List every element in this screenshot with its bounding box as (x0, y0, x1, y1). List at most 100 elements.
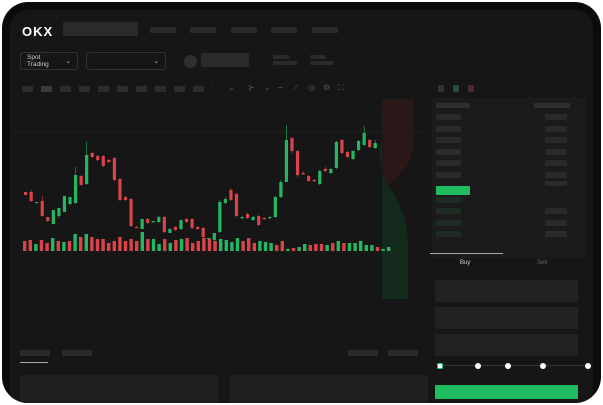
orderbook-both-icon[interactable] (438, 85, 444, 92)
volume-bar (347, 243, 352, 251)
timeframe-button[interactable] (155, 86, 166, 92)
percent-slider-track[interactable] (440, 365, 588, 366)
volume-bar (112, 241, 116, 251)
timeframe-button[interactable] (174, 86, 185, 92)
tab-sell[interactable]: Sell (537, 260, 548, 266)
candle (318, 171, 322, 184)
tab-open-orders[interactable] (20, 350, 50, 356)
bid-price (436, 231, 461, 237)
volume-bar (359, 241, 363, 251)
candle (262, 218, 266, 220)
orderbook-bids-icon[interactable] (453, 85, 459, 92)
timeframe-button[interactable] (41, 86, 52, 92)
nav-item[interactable] (190, 27, 216, 33)
volume-bar (375, 247, 380, 251)
timeframe-button[interactable] (98, 86, 109, 92)
pair-selector[interactable]: ⌄ (86, 52, 166, 70)
timeframe-button[interactable] (136, 86, 147, 92)
draw-line-icon[interactable]: ∼ (277, 83, 284, 92)
volume-bar (331, 243, 335, 251)
market-selector[interactable]: Spot Trading ⌄ (20, 52, 78, 70)
candle (62, 196, 67, 212)
nav-item[interactable] (150, 27, 176, 33)
indicator-icon[interactable]: ⊱ (248, 83, 255, 92)
ruler-icon[interactable]: ⟋ (293, 83, 299, 92)
settings-icon[interactable]: ⚙ (323, 83, 331, 92)
stat-label (273, 55, 289, 59)
camera-icon[interactable]: ◎ (308, 83, 315, 92)
filter-button[interactable] (348, 350, 378, 356)
size (545, 208, 567, 214)
candle (146, 219, 150, 223)
volume-bar (84, 234, 88, 251)
candle (273, 197, 277, 217)
nav-item[interactable] (231, 27, 257, 33)
timeframe-button[interactable] (60, 86, 71, 92)
chevron-down-icon[interactable]: ⌄ (228, 83, 235, 92)
ask-price (436, 149, 461, 155)
slider-mark-50[interactable] (505, 363, 511, 369)
volume-bar (23, 241, 27, 251)
volume-bar (157, 244, 161, 251)
volume-bar (325, 245, 329, 251)
filter-button[interactable] (388, 350, 418, 356)
timeframe-button[interactable] (79, 86, 90, 92)
volume-bar (275, 245, 279, 251)
nav-item[interactable] (312, 27, 338, 33)
candle-type-icon[interactable]: ⫶ (212, 83, 214, 92)
volume-bar (213, 241, 217, 251)
assets-panel (230, 375, 428, 403)
depth-asks-area (382, 99, 414, 186)
price-input[interactable] (435, 280, 578, 302)
buy-button[interactable] (435, 385, 578, 399)
amount-input[interactable] (435, 307, 578, 329)
percent-slider-handle[interactable] (437, 363, 443, 369)
nav-item[interactable] (271, 27, 297, 33)
candle (190, 219, 194, 228)
candle (246, 214, 250, 218)
chevron-down-icon[interactable]: ⌄ (264, 83, 271, 92)
stat-label (310, 55, 326, 59)
volume-bar (269, 243, 273, 251)
volume-bar (168, 243, 172, 251)
volume-bar (107, 243, 111, 251)
total-input[interactable] (435, 334, 578, 356)
volume-bar (123, 241, 128, 251)
fullscreen-icon[interactable]: ⛶ (338, 83, 344, 92)
slider-mark-25[interactable] (475, 363, 481, 369)
volume-bar (62, 242, 66, 251)
slider-mark-75[interactable] (540, 363, 546, 369)
candle (68, 197, 72, 204)
search-bar[interactable] (63, 22, 138, 36)
tab-order-history[interactable] (62, 350, 92, 356)
candle (135, 227, 139, 229)
candle (29, 192, 33, 201)
size (545, 160, 567, 166)
volume-bar (291, 248, 296, 251)
candle (162, 217, 166, 232)
orderbook-header (436, 103, 470, 108)
candle (168, 229, 172, 233)
timeframe-button[interactable] (193, 86, 204, 92)
volume-bar (202, 238, 206, 251)
candle (212, 233, 216, 240)
volume-bar (51, 238, 55, 251)
volume-bar (185, 238, 189, 251)
candle (323, 169, 327, 171)
slider-mark-100[interactable] (585, 363, 591, 369)
volume-bar (303, 244, 307, 251)
ask-price (436, 126, 461, 132)
candle (107, 160, 111, 162)
candle (357, 141, 361, 150)
candle (351, 151, 355, 159)
candle (184, 219, 189, 222)
candlestick-chart[interactable] (10, 94, 430, 344)
timeframe-button[interactable] (117, 86, 128, 92)
volume-bar (280, 241, 284, 251)
orderbook-asks-icon[interactable] (468, 85, 474, 92)
candle (229, 190, 233, 200)
tab-buy[interactable]: Buy (460, 260, 471, 266)
bid-price (436, 208, 461, 214)
volume-bar (241, 241, 245, 251)
timeframe-button[interactable] (22, 86, 33, 92)
